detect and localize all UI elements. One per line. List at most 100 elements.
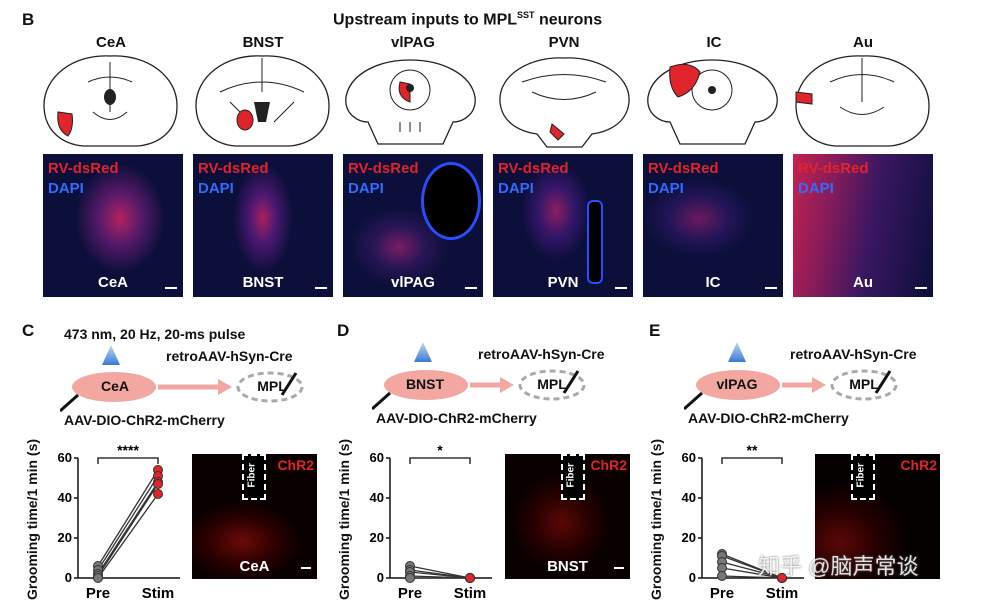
- region-label-ic: IC: [706, 34, 722, 51]
- figure-title: Upstream inputs to MPLSST neurons: [333, 10, 602, 29]
- atlas-section-vlpag: [345, 59, 476, 145]
- atlas-section-pvn: [499, 57, 630, 148]
- scale-bar: [465, 287, 477, 289]
- circuit-diagram-c: [60, 371, 304, 413]
- micrograph-cea: RV-dsRed DAPI CeA: [43, 154, 183, 297]
- stim-point: [777, 573, 787, 583]
- panel-letter-e: E: [649, 321, 661, 340]
- stim-point: [465, 573, 475, 583]
- chr2-region-label: BNST: [547, 558, 588, 575]
- y-axis-title: Grooming time/1 min (s): [648, 438, 664, 600]
- significance-label: *: [437, 442, 443, 458]
- micrograph-bnst: RV-dsRed DAPI BNST: [193, 154, 333, 297]
- circuit-diagram-e: [684, 369, 898, 411]
- significance-label: ****: [117, 442, 139, 458]
- target-node-label: MPL: [537, 376, 567, 392]
- y-tick-label: 60: [682, 450, 696, 465]
- dapi-label: DAPI: [798, 180, 834, 197]
- grooming-chart-e: 0 20 40 60 Pre Stim **: [682, 442, 804, 602]
- scale-bar: [915, 287, 927, 289]
- scale-bar: [315, 287, 327, 289]
- target-virus-label: retroAAV-hSyn-Cre: [166, 348, 293, 364]
- scale-bar: [165, 287, 177, 289]
- light-icon: [414, 342, 432, 362]
- panel-letter-b: B: [22, 10, 35, 29]
- target-node-label: MPL: [849, 376, 879, 392]
- fiber-label: Fiber: [855, 463, 867, 488]
- x-tick-label: Pre: [86, 585, 110, 602]
- atlas-section-au: [795, 55, 930, 147]
- micrograph-region-label: BNST: [242, 274, 284, 291]
- significance-bracket: [409, 457, 471, 464]
- x-tick-label: Stim: [142, 585, 175, 602]
- x-tick-label: Stim: [766, 585, 799, 602]
- micrograph-region-label: vlPAG: [391, 274, 435, 291]
- region-label-vlpag: vlPAG: [391, 34, 435, 51]
- series-line: [97, 481, 159, 575]
- region-label-cea: CeA: [95, 34, 126, 51]
- rv-dsred-label: RV-dsRed: [648, 160, 719, 177]
- title-superscript: SST: [517, 10, 535, 20]
- pre-point: [717, 571, 727, 581]
- micrograph-region-label: IC: [705, 274, 721, 291]
- series-line: [721, 555, 783, 579]
- dapi-label: DAPI: [648, 180, 684, 197]
- source-virus-label: AAV-DIO-ChR2-mCherry: [688, 410, 849, 426]
- target-virus-label: retroAAV-hSyn-Cre: [478, 346, 605, 362]
- x-tick-label: Pre: [710, 585, 734, 602]
- light-icon: [102, 345, 120, 365]
- region-label-au: Au: [853, 34, 873, 51]
- x-tick-label: Pre: [398, 585, 422, 602]
- chr2-image-d: Fiber ChR2 BNST: [505, 454, 630, 579]
- series-line: [97, 483, 159, 577]
- y-axis-title: Grooming time/1 min (s): [336, 438, 352, 600]
- atlas-section-cea: [43, 55, 178, 147]
- source-node-label: BNST: [405, 376, 445, 392]
- rv-dsred-label: RV-dsRed: [348, 160, 419, 177]
- source-virus-label: AAV-DIO-ChR2-mCherry: [376, 410, 537, 426]
- fiber-outline: Fiber: [851, 454, 875, 500]
- y-tick-label: 40: [58, 490, 72, 505]
- fiber-label: Fiber: [565, 463, 577, 488]
- title-text: Upstream inputs to MPL: [333, 11, 518, 29]
- stim-point: [153, 479, 163, 489]
- scale-bar: [765, 287, 777, 289]
- micrograph-region-label: PVN: [547, 274, 579, 291]
- chr2-label: ChR2: [590, 457, 627, 473]
- micrograph-vlpag: RV-dsRed DAPI vlPAG: [343, 154, 483, 297]
- grooming-chart-c: 0 20 40 60 Pre Stim ****: [58, 442, 180, 602]
- aqueduct-void: [421, 162, 481, 240]
- y-axis-title: Grooming time/1 min (s): [24, 438, 40, 600]
- target-virus-label: retroAAV-hSyn-Cre: [790, 346, 917, 362]
- scale-bar: [615, 287, 627, 289]
- series-line: [721, 575, 783, 579]
- ventricle-void: [587, 200, 603, 284]
- y-tick-label: 20: [58, 530, 72, 545]
- source-virus-label: AAV-DIO-ChR2-mCherry: [64, 412, 225, 428]
- region-label-pvn: PVN: [548, 34, 580, 51]
- y-tick-label: 40: [370, 490, 384, 505]
- pre-point: [93, 573, 103, 583]
- rv-dsred-label: RV-dsRed: [798, 160, 869, 177]
- series-line: [409, 565, 471, 579]
- fiber-outline: Fiber: [242, 454, 266, 500]
- series-line: [409, 571, 471, 579]
- chr2-label: ChR2: [900, 457, 937, 473]
- micrograph-ic: RV-dsRed DAPI IC: [643, 154, 783, 297]
- source-node-label: CeA: [100, 378, 129, 394]
- dapi-label: DAPI: [498, 180, 534, 197]
- micrograph-au: RV-dsRed DAPI Au: [793, 154, 933, 297]
- stimulation-description: 473 nm, 20 Hz, 20-ms pulse: [64, 326, 246, 342]
- light-icon: [728, 342, 746, 362]
- significance-bracket: [721, 457, 783, 464]
- series-line: [97, 469, 159, 567]
- rv-dsred-label: RV-dsRed: [48, 160, 119, 177]
- dapi-label: DAPI: [48, 180, 84, 197]
- dapi-label: DAPI: [198, 180, 234, 197]
- series-line: [97, 475, 159, 571]
- fiber-label: Fiber: [246, 463, 258, 488]
- title-suffix: neurons: [534, 11, 603, 29]
- micrograph-region-label: CeA: [97, 274, 128, 291]
- chr2-image-e: Fiber ChR2: [815, 454, 940, 579]
- rv-dsred-label: RV-dsRed: [198, 160, 269, 177]
